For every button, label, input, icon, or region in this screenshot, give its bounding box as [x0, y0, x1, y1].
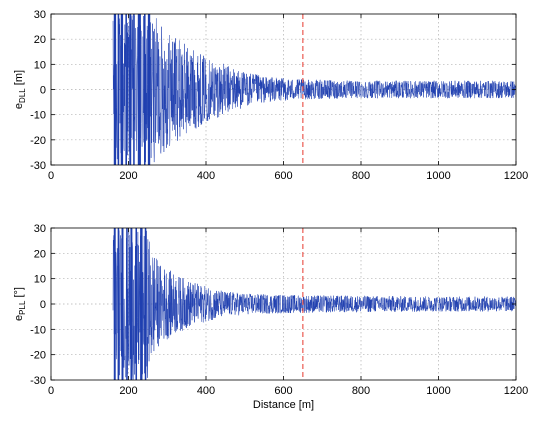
saturated-burst [113, 228, 116, 380]
x-tick-label: 1000 [426, 170, 450, 182]
saturated-burst [140, 228, 143, 380]
x-tick-label: 800 [352, 385, 370, 397]
y-tick-label: 20 [34, 34, 46, 46]
saturated-burst [120, 14, 124, 165]
y-tick-label: -20 [30, 350, 46, 362]
y-axis-label: ePLL [°] [13, 287, 27, 321]
saturated-burst [130, 228, 133, 380]
saturated-burst [113, 14, 117, 165]
chart-panel-2: 0 200 400 600 800 1000 1200 -30 -20 -10 0 10 20 30 ePL… [13, 223, 528, 411]
x-tick-label: 600 [274, 170, 292, 182]
saturated-burst [117, 228, 120, 380]
saturated-burst [117, 14, 120, 165]
y-tick-label: 10 [34, 274, 46, 286]
y-tick-label: 0 [40, 299, 46, 311]
chart-panel-1: 0 200 400 600 800 1000 1200 -30 -20 -10 0 10 20 30 eDL… [13, 9, 528, 182]
x-tick-label: 0 [48, 385, 54, 397]
x-axis-label: Distance [m] [253, 399, 314, 411]
y-tick-label: -30 [30, 375, 46, 387]
x-tick-label: 1000 [426, 385, 450, 397]
saturated-burst [147, 14, 151, 165]
saturated-burst [126, 228, 128, 380]
saturated-burst [144, 228, 147, 380]
x-tick-label: 800 [352, 170, 370, 182]
y-tick-label: 0 [40, 85, 46, 97]
saturated-burst [125, 14, 127, 165]
y-tick-label: 30 [34, 9, 46, 21]
y-tick-label: -30 [30, 160, 46, 172]
x-tick-label: 200 [119, 170, 137, 182]
y-tick-label: -10 [30, 110, 46, 122]
saturated-burst [129, 14, 132, 165]
x-tick-label: 1200 [504, 385, 528, 397]
y-tick-label: -20 [30, 135, 46, 147]
x-tick-label: 0 [48, 170, 54, 182]
saturated-burst [144, 14, 146, 165]
y-tick-label: 30 [34, 223, 46, 235]
saturated-burst [121, 228, 124, 380]
saturated-burst [135, 228, 138, 380]
error-series-line [112, 15, 516, 165]
y-axis-label: eDLL [m] [13, 70, 27, 109]
x-tick-label: 600 [274, 385, 292, 397]
x-tick-label: 200 [119, 385, 137, 397]
y-tick-label: 10 [34, 59, 46, 71]
y-tick-label: -10 [30, 324, 46, 336]
saturated-burst [137, 14, 141, 165]
y-tick-label: 20 [34, 248, 46, 260]
x-tick-label: 400 [197, 385, 215, 397]
x-tick-label: 1200 [504, 170, 528, 182]
saturated-burst [133, 14, 135, 165]
x-tick-label: 400 [197, 170, 215, 182]
error-series-line [112, 228, 516, 380]
